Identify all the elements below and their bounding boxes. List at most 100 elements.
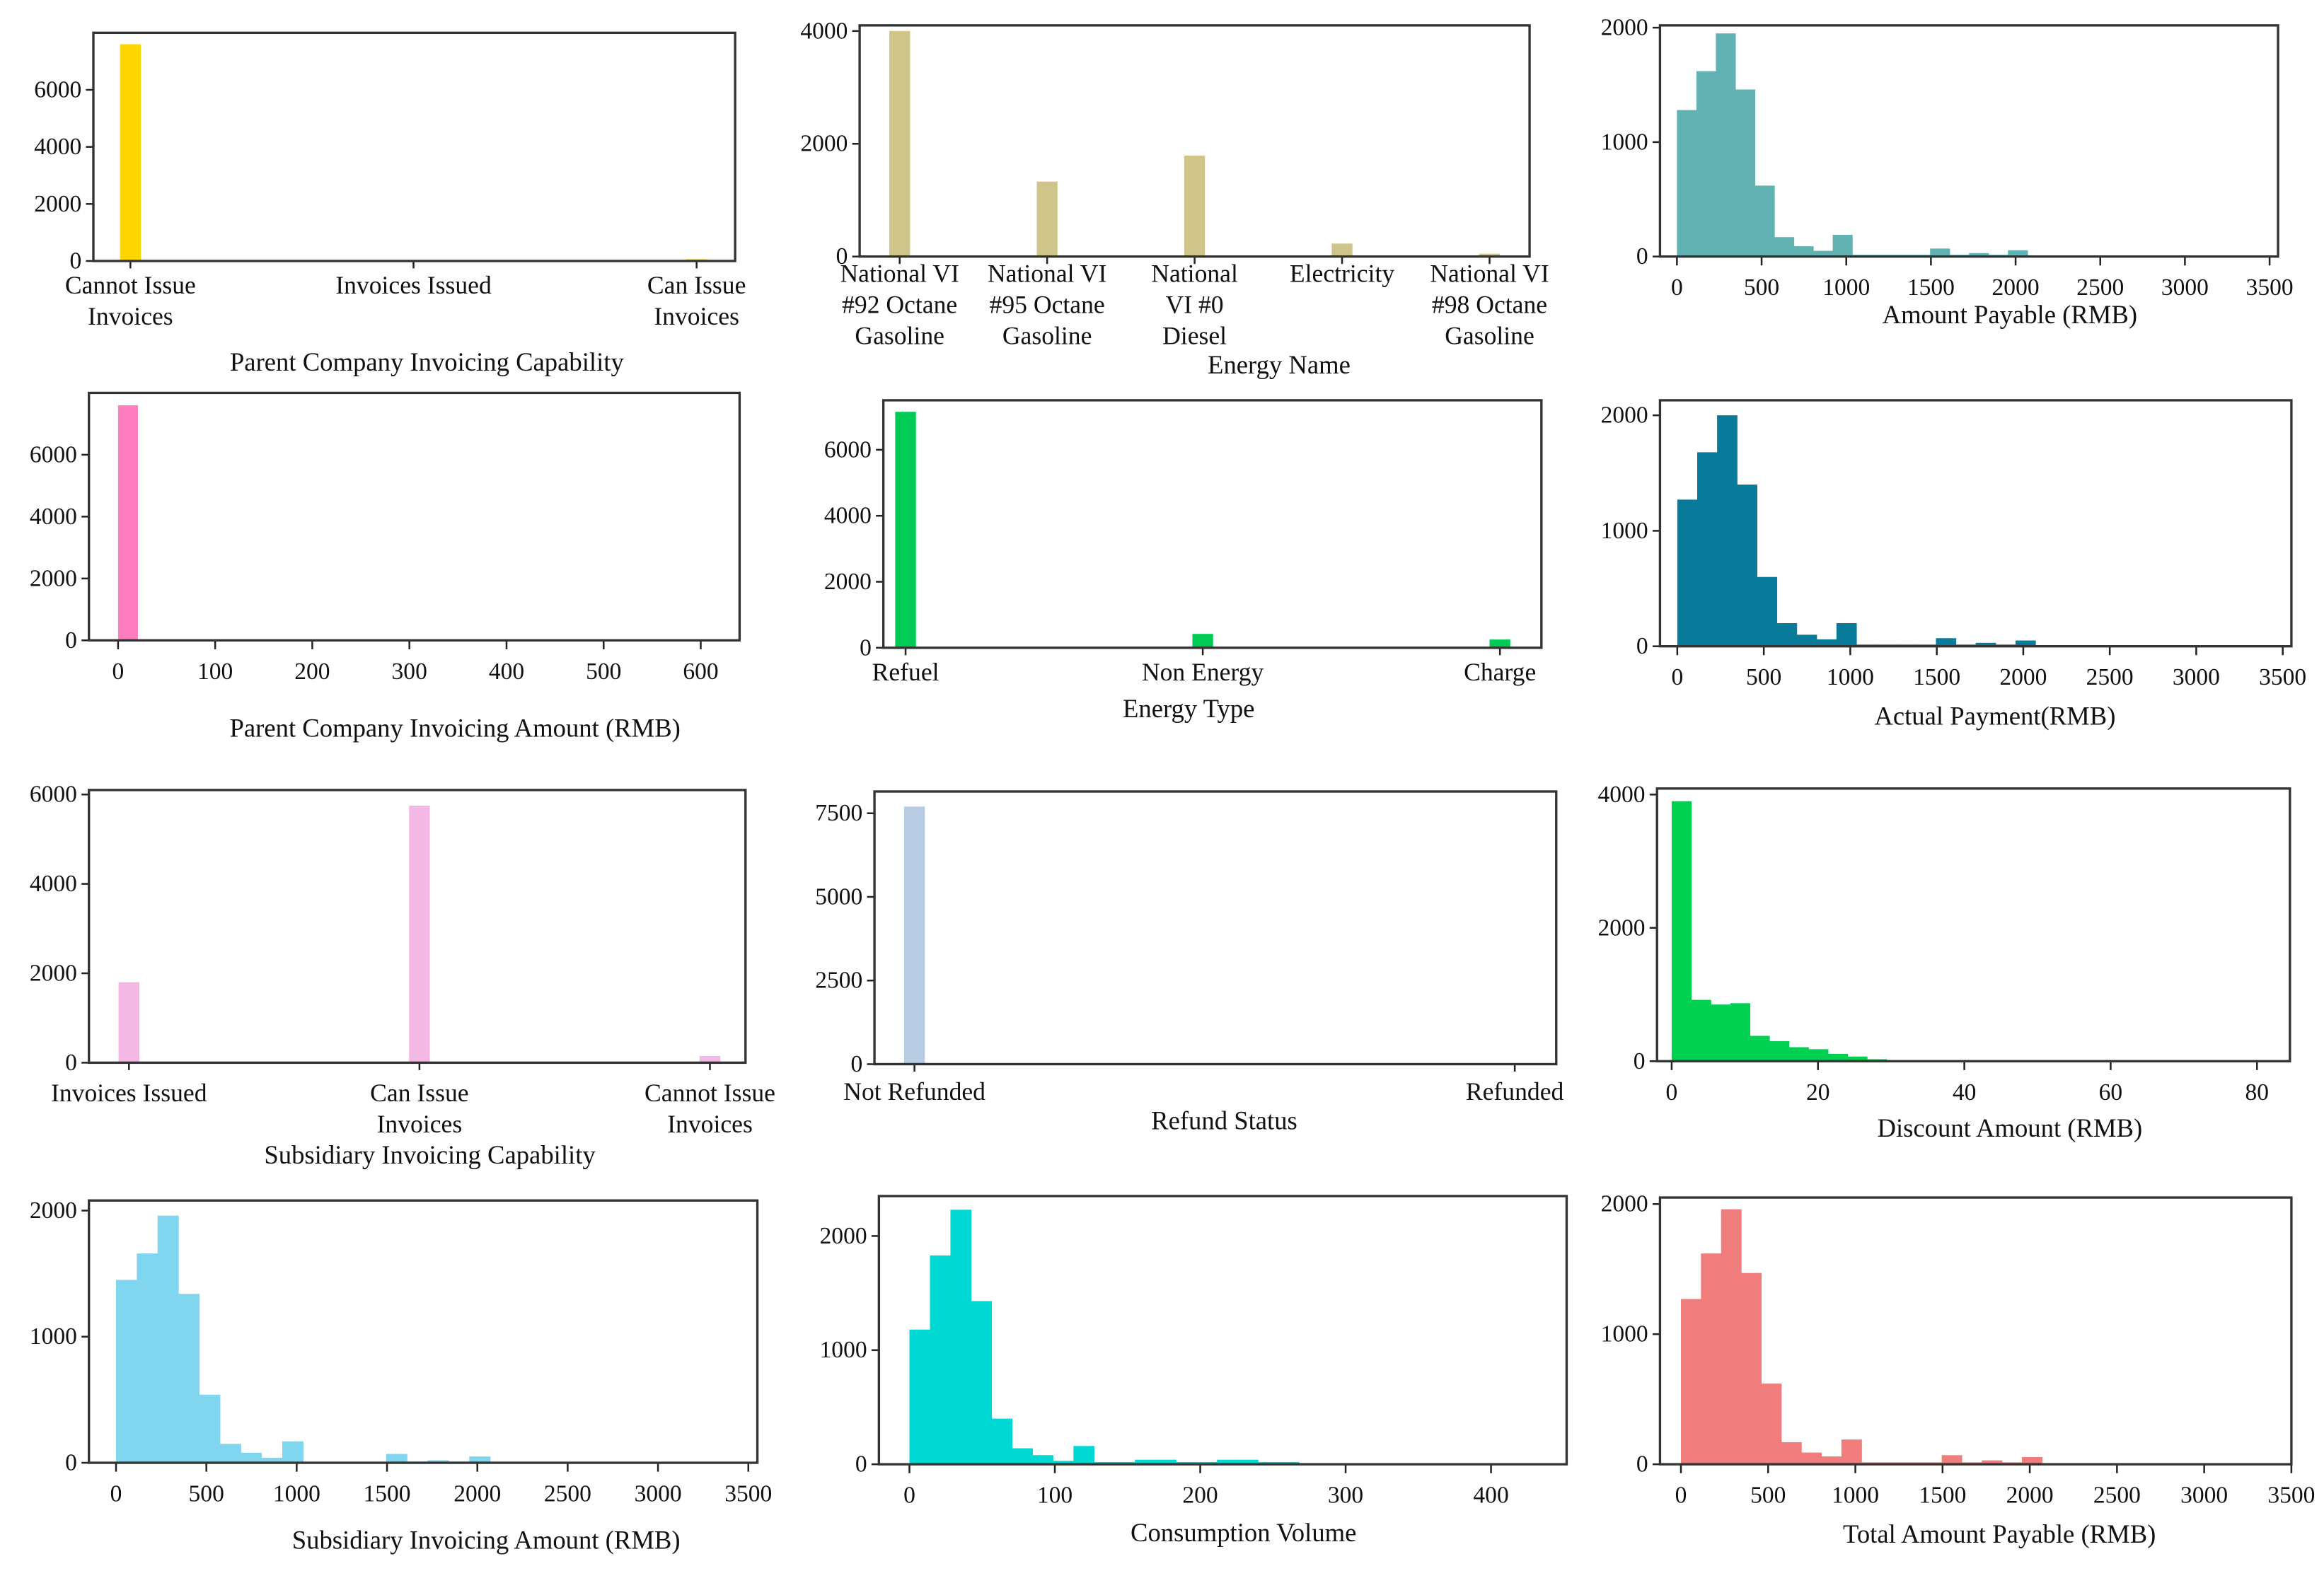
- histogram-bar-15: [1969, 253, 1989, 257]
- y-tick-label: 2000: [1601, 15, 1648, 41]
- y-tick-label: 6000: [30, 782, 77, 808]
- histogram-bar-2: [1711, 1004, 1731, 1062]
- x-tick-label-line: Invoices: [654, 302, 739, 330]
- bar-1: [409, 806, 430, 1063]
- y-tick-label: 1000: [30, 1323, 77, 1350]
- histogram-bar-17: [2008, 250, 2028, 257]
- x-tick-label-line: Can Issue: [370, 1079, 468, 1107]
- x-tick-label-line: Non Energy: [1142, 658, 1264, 686]
- y-tick-label: 0: [1636, 243, 1648, 269]
- x-tick-label: 1000: [1832, 1483, 1879, 1509]
- x-tick-label: 2500: [544, 1481, 591, 1507]
- histogram-bar-6: [1032, 1455, 1053, 1465]
- x-tick-label: Cannot Issue Invoices: [644, 1079, 775, 1138]
- x-tick-label: 200: [1182, 1483, 1218, 1509]
- x-tick-label-line: National: [1151, 259, 1238, 287]
- chart-panel-p11: 0 100 200 300 400 0 1000 2000 Consumption Volume: [820, 1195, 1568, 1547]
- histogram-bar-2: [1721, 1209, 1742, 1465]
- y-tick-label: 2000: [824, 569, 872, 595]
- histogram-bar-5: [1781, 1442, 1802, 1465]
- bar-0: [903, 806, 925, 1065]
- histogram-bar-2: [1717, 415, 1738, 646]
- y-tick-label: 6000: [30, 441, 77, 468]
- x-tick-label-line: Charge: [1464, 658, 1536, 686]
- bar-0: [895, 412, 916, 648]
- plot-frame: [873, 790, 1558, 1066]
- histogram-bar-1: [137, 1253, 158, 1463]
- bar-3: [1331, 243, 1353, 257]
- x-tick-label: 20: [1806, 1079, 1830, 1106]
- histogram-bar-8: [1836, 623, 1857, 646]
- x-tick-label-line: #95 Octane: [990, 290, 1105, 318]
- x-tick-label: Can Issue Invoices: [370, 1079, 468, 1138]
- histogram-bar-13: [386, 1454, 407, 1463]
- x-tick-label-line: Cannot Issue: [644, 1079, 775, 1107]
- y-tick-label: 0: [65, 627, 77, 654]
- x-tick-label: 3500: [2259, 664, 2306, 690]
- x-tick-label: Charge: [1464, 658, 1536, 686]
- y-tick-label: 4000: [30, 504, 77, 530]
- histogram-bar-3: [971, 1301, 993, 1465]
- x-tick-label-line: Not Refunded: [843, 1077, 985, 1106]
- histogram-bar-4: [1761, 1384, 1782, 1465]
- y-tick-label: 0: [65, 1050, 77, 1076]
- x-tick-label: 3500: [2246, 274, 2294, 301]
- histogram-bar-8: [1841, 1439, 1862, 1465]
- histogram-bar-17: [469, 1456, 491, 1463]
- x-tick-label: 3000: [2180, 1483, 2228, 1509]
- x-axis-label: Subsidiary Invoicing Capability: [264, 1140, 596, 1169]
- y-tick-label: 0: [851, 1051, 863, 1077]
- x-tick-label: 3000: [635, 1481, 682, 1507]
- x-axis-label: Energy Name: [1208, 350, 1351, 379]
- histogram-bar-1: [930, 1255, 952, 1465]
- histogram-bar-6: [1801, 1452, 1822, 1465]
- y-tick-label: 2500: [815, 968, 862, 994]
- histogram-bar-0: [1671, 801, 1692, 1062]
- x-tick-label: Not Refunded: [843, 1077, 985, 1106]
- x-tick-label: 2500: [2076, 274, 2124, 301]
- y-tick-label: 0: [1634, 1048, 1646, 1074]
- bar-2: [1184, 156, 1206, 257]
- histogram-bar-1: [1691, 999, 1711, 1062]
- x-axis-label: Refund Status: [1151, 1106, 1297, 1135]
- y-tick-label: 4000: [34, 134, 81, 160]
- plot-frame: [1658, 1196, 2293, 1466]
- chart-panel-p5: Refuel Non Energy Charge 0 2000 4000 6000 Energ…: [824, 399, 1543, 723]
- x-tick-label-line: Refuel: [872, 658, 940, 686]
- plot-frame: [88, 391, 741, 642]
- x-tick-label: 3500: [724, 1481, 772, 1507]
- chart-panel-p6: 0 500 1000 1500 2000 2500 3000 3500 0 1000 2000 Act…: [1601, 399, 2306, 731]
- histogram-bar-17: [2022, 1457, 2042, 1465]
- histogram-bar-7: [1821, 1456, 1842, 1465]
- y-tick-label: 4000: [800, 18, 848, 44]
- x-tick-label: 2500: [2086, 664, 2134, 690]
- x-tick-label: 3000: [2173, 664, 2220, 690]
- histogram-bar-0: [1681, 1299, 1701, 1465]
- histogram-bar-0: [117, 405, 138, 641]
- x-tick-label-line: Gasoline: [855, 321, 944, 349]
- histogram-bar-15: [1982, 1460, 2003, 1465]
- y-tick-label: 2000: [800, 131, 848, 157]
- y-tick-label: 0: [855, 1451, 867, 1478]
- x-tick-label: Invoices Issued: [335, 271, 492, 299]
- histogram-bar-9: [1847, 1056, 1868, 1062]
- x-tick-label-line: National VI: [840, 259, 959, 287]
- y-tick-label: 0: [65, 1450, 77, 1476]
- plot-frame: [858, 24, 1531, 258]
- chart-panel-p10: 0 500 1000 1500 2000 2500 3000 3500 0 1000 2000 Sub…: [30, 1198, 772, 1555]
- y-tick-label: 0: [836, 243, 848, 269]
- x-tick-label: 0: [1675, 1483, 1687, 1509]
- x-axis-label: Total Amount Payable (RMB): [1843, 1519, 2156, 1548]
- histogram-bar-6: [1788, 1047, 1809, 1062]
- bar-2: [699, 1055, 721, 1063]
- y-tick-label: 4000: [30, 871, 77, 897]
- chart-panel-p9: 0 20 40 60 80 0 2000 4000 Discount Amount (RMB): [1597, 782, 2291, 1142]
- x-axis-label: Parent Company Invoicing Amount (RMB): [229, 713, 680, 742]
- x-tick-label: National VI #95 Octane Gasoline: [988, 259, 1106, 349]
- y-tick-label: 4000: [1597, 782, 1645, 808]
- chart-panel-p3: 0 500 1000 1500 2000 2500 3000 3500010002000Amo…: [1601, 15, 2294, 329]
- y-tick-label: 7500: [815, 800, 862, 826]
